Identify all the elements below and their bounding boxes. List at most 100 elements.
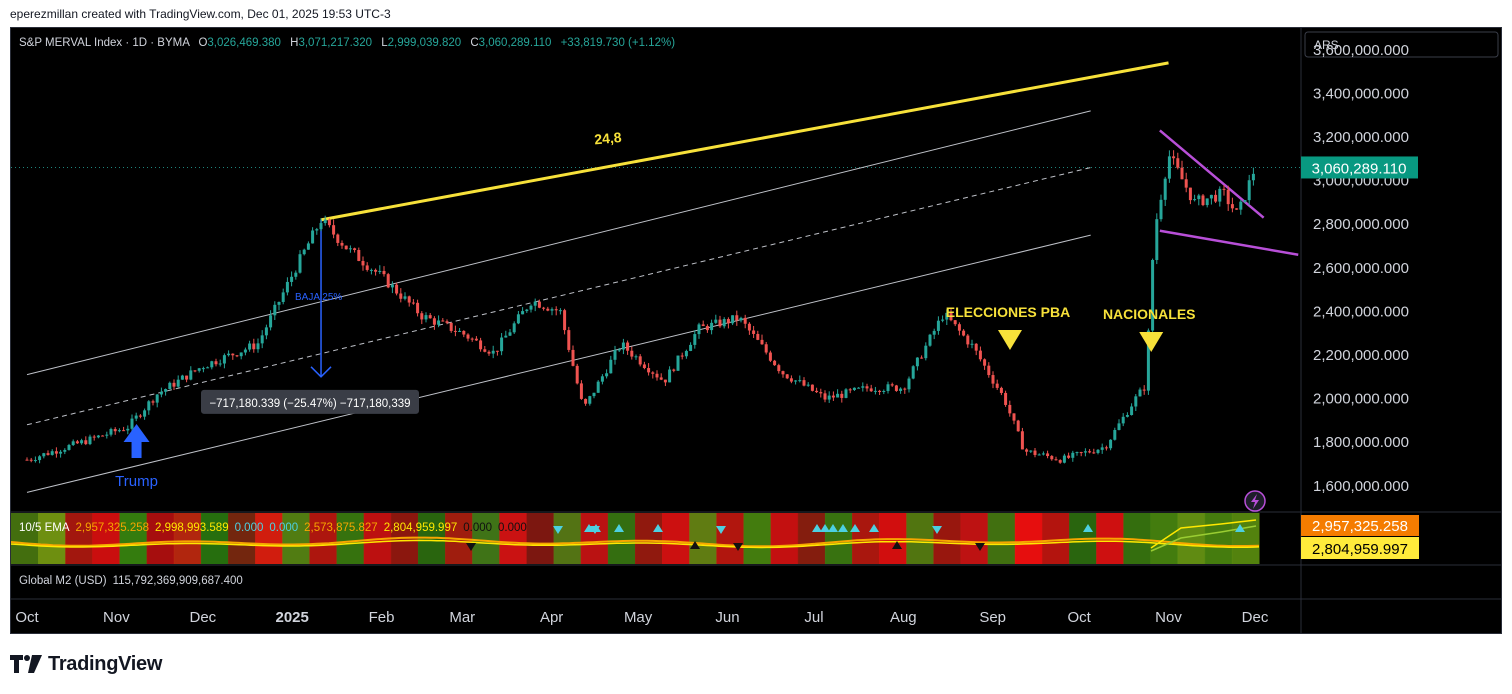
candle-body <box>1184 179 1188 188</box>
candle-body <box>840 393 844 398</box>
candle-body <box>1172 156 1176 159</box>
high-label: H <box>290 37 298 49</box>
candle-body <box>852 387 856 390</box>
candle-body <box>218 363 222 365</box>
candle-body <box>571 349 575 366</box>
candle-body <box>642 364 646 369</box>
candle-body <box>327 219 331 226</box>
ema-background-segment <box>38 513 66 564</box>
candle-body <box>651 372 655 374</box>
candle-body <box>592 392 596 397</box>
candle-body <box>185 375 189 380</box>
chart-area[interactable]: ARS S&P MERVAL Index · 1D · BYMA O3,026,… <box>10 27 1502 634</box>
candle-body <box>995 383 999 388</box>
measure-arrowhead <box>310 366 332 378</box>
candle-body <box>269 315 273 328</box>
open-label: O <box>198 37 207 49</box>
candle-body <box>731 315 735 324</box>
candle-body <box>348 248 352 250</box>
candle-body <box>924 345 928 359</box>
candle-body <box>441 320 445 322</box>
candle-body <box>857 387 861 389</box>
ema-background-segment <box>499 513 527 564</box>
candle-body <box>176 379 180 387</box>
y-tick-label: 1,800,000.000 <box>1313 434 1409 451</box>
candle-body <box>815 390 819 393</box>
candle-body <box>206 367 210 369</box>
candle-body <box>71 441 75 446</box>
x-tick-label: Nov <box>103 609 130 626</box>
m2-legend: Global M2 (USD) 115,792,369,909,687.400 <box>19 575 243 587</box>
candle-body <box>953 320 957 325</box>
candle-body <box>932 330 936 335</box>
ema-badge-bottom <box>1301 537 1419 559</box>
candle-body <box>1218 188 1222 202</box>
candle-body <box>147 401 151 411</box>
candle-body <box>588 396 592 404</box>
candle-body <box>525 309 529 312</box>
ema-background-segment <box>960 513 989 564</box>
candle-body <box>785 374 789 379</box>
candle-body <box>357 249 361 261</box>
chart-svg[interactable]: ARS S&P MERVAL Index · 1D · BYMA O3,026,… <box>11 28 1501 633</box>
candle-body <box>231 353 235 356</box>
currency-box[interactable] <box>1304 31 1499 58</box>
candle-body <box>277 301 281 305</box>
candle-body <box>1121 416 1125 424</box>
candle-body <box>344 245 348 250</box>
candle-body <box>336 234 340 243</box>
candle-body <box>970 343 974 345</box>
candle-body <box>907 378 911 390</box>
candle-body <box>75 441 79 444</box>
ema-background-segment <box>987 513 1016 564</box>
candle-body <box>529 305 533 310</box>
candle-body <box>411 302 415 304</box>
x-tick-label: Mar <box>449 609 475 626</box>
candle-body <box>260 335 264 344</box>
ema-background-segment <box>282 513 310 564</box>
ema-background-segment <box>607 513 636 564</box>
x-tick-label: Aug <box>890 609 917 626</box>
candle-body <box>663 379 667 383</box>
candle-body <box>29 459 33 461</box>
x-tick-label: Dec <box>189 609 216 626</box>
channel-mid-line <box>26 167 1091 426</box>
candle-body <box>365 265 369 270</box>
x-tick-label: Oct <box>15 609 39 626</box>
candle-body <box>886 384 890 391</box>
candle-body <box>558 310 562 312</box>
candle-body <box>1083 451 1087 453</box>
candle-body <box>1046 453 1050 457</box>
candle-body <box>134 415 138 419</box>
tradingview-logo[interactable]: TradingView <box>10 652 162 676</box>
candle-body <box>781 371 785 375</box>
candle-body <box>739 317 743 321</box>
symbol-name: S&P MERVAL Index · 1D · BYMA <box>19 37 190 49</box>
ema-background-segment <box>580 513 609 564</box>
candle-body <box>164 389 168 392</box>
candle-body <box>495 350 499 352</box>
candle-body <box>798 380 802 382</box>
candle-body <box>705 326 709 331</box>
candle-body <box>1109 439 1113 449</box>
candle-body <box>957 324 961 331</box>
ema-background-segment <box>309 513 338 564</box>
ema-background-segment <box>1014 513 1043 564</box>
candle-body <box>462 330 466 335</box>
candle-body <box>777 365 781 372</box>
candle-body <box>987 365 991 376</box>
candle-body <box>1167 156 1171 179</box>
candle-body <box>449 322 453 331</box>
candle-body <box>1155 219 1159 261</box>
x-tick-label: May <box>624 609 653 626</box>
candle-body <box>962 330 966 336</box>
candle-body <box>634 356 638 358</box>
candle-body <box>1125 415 1129 417</box>
candle-body <box>1251 173 1255 181</box>
ema-background-segment <box>526 513 555 564</box>
candle-body <box>768 352 772 361</box>
candle-body <box>873 390 877 392</box>
candle-body <box>621 342 625 350</box>
ema-signal-up-triangle <box>828 524 838 532</box>
candle-body <box>138 415 142 417</box>
